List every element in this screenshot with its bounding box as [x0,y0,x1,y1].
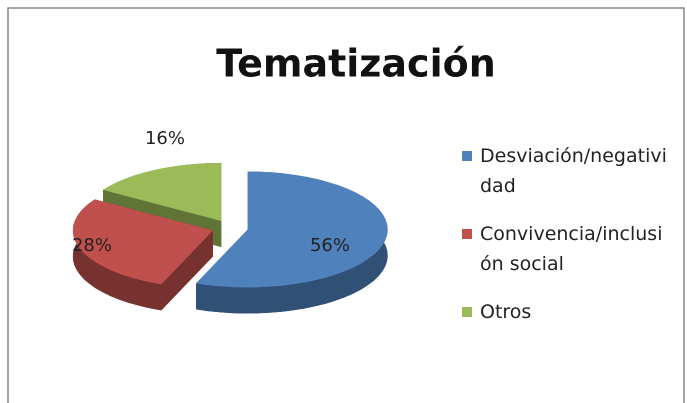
pie-slice-group [72,199,213,311]
data-label: 56% [310,235,350,256]
slice-side [72,199,162,311]
legend-swatch [462,229,472,239]
pie-slice [196,171,388,288]
legend-item: Desviación/negatividad [462,141,672,201]
pie-slice-group [196,171,388,314]
pie-slice [103,163,222,221]
legend-label: Desviación/negatividad [480,145,667,197]
legend-swatch [462,307,472,317]
legend-label: Convivencia/inclusión social [480,223,663,275]
legend: Desviación/negatividad Convivencia/inclus… [462,141,672,345]
legend-swatch [462,151,472,161]
data-label: 28% [72,235,112,256]
chart-title: Tematización [216,42,496,86]
legend-label: Otros [480,301,532,323]
legend-item: Otros [462,297,672,327]
data-label: 16% [145,128,185,149]
legend-item: Convivencia/inclusión social [462,219,672,279]
pie-slice [72,199,213,285]
